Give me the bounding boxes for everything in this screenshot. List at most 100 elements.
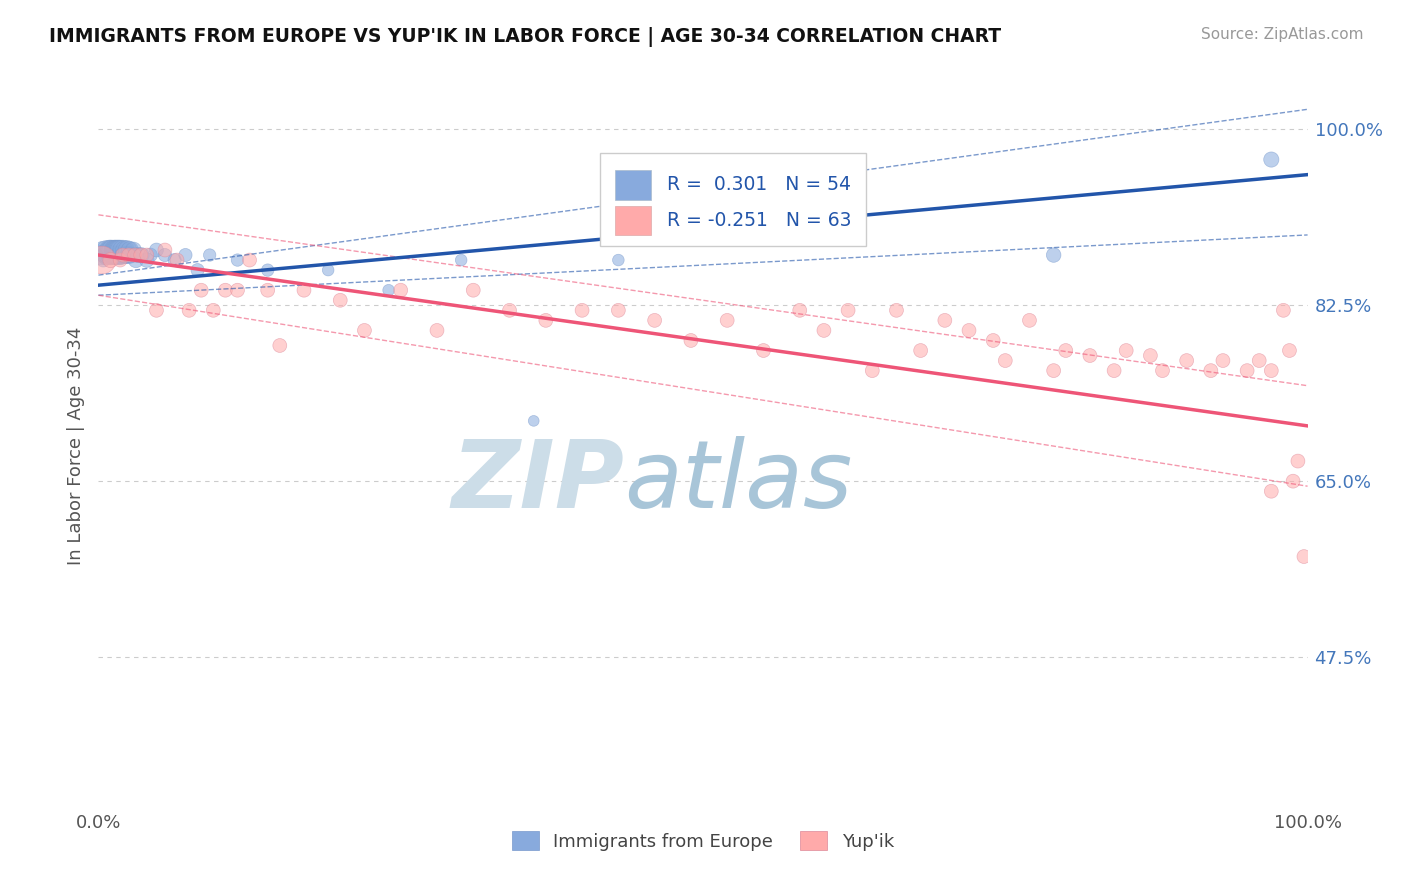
Point bbox=[174, 248, 197, 262]
Point bbox=[145, 303, 167, 318]
Point bbox=[198, 248, 221, 262]
Point bbox=[118, 248, 141, 262]
Point bbox=[1199, 363, 1222, 377]
Point bbox=[90, 248, 112, 262]
Point bbox=[91, 243, 114, 257]
Text: ZIP: ZIP bbox=[451, 435, 624, 528]
Point bbox=[644, 313, 666, 327]
Point bbox=[239, 253, 262, 268]
Point bbox=[108, 253, 131, 268]
Point bbox=[463, 283, 485, 297]
Point bbox=[153, 248, 176, 262]
Point bbox=[153, 243, 176, 257]
Legend: Immigrants from Europe, Yup'ik: Immigrants from Europe, Yup'ik bbox=[505, 824, 901, 858]
Point bbox=[389, 283, 412, 297]
Point bbox=[103, 243, 125, 257]
Text: R =  0.301   N = 54: R = 0.301 N = 54 bbox=[666, 176, 851, 194]
Point bbox=[108, 243, 131, 257]
Point bbox=[426, 323, 449, 337]
Point bbox=[1018, 313, 1040, 327]
Point bbox=[981, 334, 1004, 348]
Point bbox=[1102, 363, 1125, 377]
Point bbox=[103, 248, 125, 262]
Point bbox=[117, 243, 139, 257]
Point bbox=[91, 253, 114, 268]
Point bbox=[1278, 343, 1301, 358]
Point bbox=[607, 253, 630, 268]
Point bbox=[115, 248, 138, 262]
Point bbox=[377, 283, 399, 297]
Point bbox=[316, 263, 339, 277]
Point bbox=[1260, 363, 1282, 377]
Point bbox=[523, 414, 546, 428]
Point bbox=[179, 303, 201, 318]
FancyBboxPatch shape bbox=[600, 153, 866, 246]
Point bbox=[105, 248, 128, 262]
Point bbox=[1139, 349, 1161, 363]
Point bbox=[139, 248, 162, 262]
Point bbox=[107, 248, 129, 262]
Point bbox=[94, 243, 117, 257]
Point bbox=[100, 243, 122, 257]
Point bbox=[1115, 343, 1137, 358]
FancyBboxPatch shape bbox=[614, 205, 651, 235]
Point bbox=[107, 243, 129, 257]
Point bbox=[1286, 454, 1309, 468]
Point bbox=[111, 243, 134, 257]
Point bbox=[91, 253, 114, 268]
Point bbox=[97, 248, 120, 262]
Point bbox=[292, 283, 315, 297]
Y-axis label: In Labor Force | Age 30-34: In Labor Force | Age 30-34 bbox=[66, 326, 84, 566]
Point bbox=[214, 283, 236, 297]
Point bbox=[1236, 363, 1258, 377]
Point bbox=[125, 253, 148, 268]
Point bbox=[571, 303, 593, 318]
Point bbox=[1078, 349, 1101, 363]
Point bbox=[108, 243, 131, 257]
Point bbox=[105, 243, 128, 257]
Point bbox=[190, 283, 212, 297]
Point bbox=[256, 283, 278, 297]
Point bbox=[166, 253, 188, 268]
Point bbox=[1272, 303, 1295, 318]
Point bbox=[1152, 363, 1174, 377]
Point bbox=[108, 248, 131, 262]
Point bbox=[353, 323, 375, 337]
Point bbox=[498, 303, 520, 318]
FancyBboxPatch shape bbox=[614, 169, 651, 200]
Point bbox=[129, 248, 152, 262]
Point bbox=[135, 248, 157, 262]
Point bbox=[934, 313, 956, 327]
Point bbox=[145, 243, 167, 257]
Point bbox=[202, 303, 225, 318]
Point bbox=[111, 248, 134, 262]
Point bbox=[752, 343, 775, 358]
Point bbox=[135, 253, 157, 268]
Point bbox=[187, 263, 209, 277]
Point bbox=[1054, 343, 1077, 358]
Point bbox=[994, 353, 1017, 368]
Point bbox=[269, 338, 291, 352]
Point bbox=[1042, 248, 1064, 262]
Point bbox=[112, 248, 135, 262]
Point bbox=[886, 303, 908, 318]
Point bbox=[716, 313, 738, 327]
Point bbox=[122, 243, 145, 257]
Point bbox=[100, 248, 122, 262]
Point bbox=[96, 248, 118, 262]
Point bbox=[813, 323, 835, 337]
Point bbox=[1292, 549, 1315, 564]
Point bbox=[120, 248, 142, 262]
Point bbox=[100, 243, 122, 257]
Point bbox=[93, 248, 115, 262]
Text: Source: ZipAtlas.com: Source: ZipAtlas.com bbox=[1201, 27, 1364, 42]
Point bbox=[789, 303, 811, 318]
Point bbox=[256, 263, 278, 277]
Point bbox=[329, 293, 352, 308]
Point bbox=[450, 253, 472, 268]
Point bbox=[1175, 353, 1198, 368]
Point bbox=[100, 253, 122, 268]
Point bbox=[1260, 153, 1282, 167]
Point bbox=[101, 248, 124, 262]
Point bbox=[607, 303, 630, 318]
